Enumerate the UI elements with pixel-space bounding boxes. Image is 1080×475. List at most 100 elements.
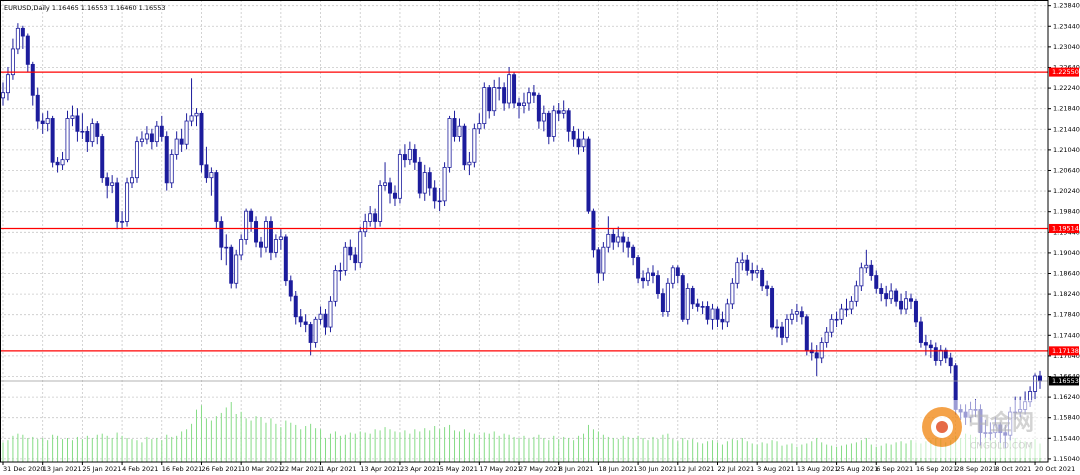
candle-body (913, 300, 918, 323)
candle-body (30, 63, 35, 96)
x-tick-label: 25 Jan 2021 (82, 465, 121, 473)
candle-layer (0, 23, 1043, 449)
candle-body (174, 138, 179, 155)
candle-body (55, 161, 60, 166)
candle-body (244, 210, 249, 240)
candle-body (144, 133, 149, 140)
candle-body (879, 288, 884, 294)
candle-body (735, 262, 740, 284)
x-tick-label: 30 Jun 2021 (638, 465, 677, 473)
candle-body (1033, 375, 1038, 392)
candle-body (308, 324, 313, 343)
candle-body (169, 154, 174, 184)
candle-body (219, 221, 224, 248)
candle-body (596, 249, 601, 274)
candle-body (318, 313, 323, 320)
candle-body (918, 321, 923, 343)
candle-body (90, 123, 95, 143)
candle-body (770, 288, 775, 328)
candle-body (50, 118, 55, 163)
candle-body (353, 254, 358, 264)
candle-body (809, 349, 814, 354)
candle-body (125, 182, 130, 222)
x-tick-label: 31 Dec 2020 (3, 465, 45, 473)
candle-body (541, 112, 546, 122)
candle-body (164, 136, 169, 184)
candle-body (467, 161, 472, 166)
candle-body (417, 161, 422, 194)
candle-body (229, 246, 234, 284)
y-tick-label: 1.22640 (1053, 63, 1080, 71)
y-tick-label: 1.17040 (1053, 352, 1080, 360)
candle-body (452, 118, 457, 137)
candle-body (85, 130, 90, 143)
candle-body (427, 172, 432, 189)
candle-body (695, 303, 700, 307)
candle-body (343, 246, 348, 271)
x-tick-label: 10 Mar 2021 (241, 465, 282, 473)
candle-body (814, 352, 819, 359)
candle-body (254, 221, 259, 243)
y-tick-label: 1.15440 (1053, 434, 1080, 442)
candle-body (631, 246, 636, 258)
level-label-bg (1049, 223, 1079, 233)
candle-body (680, 275, 685, 320)
x-tick-label: 18 Jun 2021 (598, 465, 637, 473)
y-tick-label: 1.23040 (1053, 43, 1080, 51)
candle-body (517, 102, 522, 106)
candle-body (35, 94, 40, 122)
candle-body (134, 141, 139, 179)
candle-body (899, 300, 904, 310)
x-tick-label: 13 Apr 2021 (360, 465, 400, 473)
candle-body (298, 316, 303, 323)
candle-body (606, 233, 611, 248)
candle-body (358, 231, 363, 264)
candle-body (313, 318, 318, 343)
candle-body (120, 221, 125, 223)
x-tick-label: 3 Aug 2021 (757, 465, 795, 473)
candle-body (760, 270, 765, 287)
x-tick-label: 17 May 2021 (479, 465, 521, 473)
x-tick-label: 25 Aug 2021 (837, 465, 879, 473)
candle-body (720, 318, 725, 323)
y-tick-label: 1.21840 (1053, 105, 1080, 113)
candle-body (745, 259, 750, 271)
candle-body (705, 306, 710, 320)
candle-body (184, 120, 189, 145)
candle-body (293, 295, 298, 318)
candle-body (864, 264, 869, 269)
candle-body (586, 138, 591, 212)
candle-body (730, 282, 735, 305)
y-tick-label: 1.19840 (1053, 208, 1080, 216)
candle-body (685, 288, 690, 320)
candle-body (521, 102, 526, 106)
candle-body (20, 27, 25, 37)
candle-body (378, 185, 383, 222)
y-tick-label: 1.15040 (1053, 455, 1080, 463)
level-label: 1.22550 (1052, 68, 1079, 76)
candle-body (1038, 375, 1043, 382)
candle-body (412, 148, 417, 163)
x-tick-label: 16 Sep 2021 (916, 465, 957, 473)
candle-body (234, 254, 239, 284)
candle-body (502, 87, 507, 104)
y-tick-label: 1.23840 (1053, 2, 1080, 10)
candle-body (422, 172, 427, 194)
candle-body (368, 213, 373, 222)
x-tick-label: 5 May 2021 (440, 465, 478, 473)
x-tick-label: 4 Feb 2021 (122, 465, 158, 473)
candle-body (740, 259, 745, 264)
candle-body (536, 94, 541, 122)
candle-body (80, 130, 85, 133)
candle-body (779, 326, 784, 338)
x-tick-label: 8 Oct 2021 (995, 465, 1031, 473)
candle-body (621, 236, 626, 243)
candle-body (60, 159, 65, 166)
candle-body (115, 182, 120, 222)
candle-body (829, 318, 834, 333)
candle-body (75, 115, 80, 132)
watermark-logo-core (936, 421, 948, 433)
candle-body (725, 303, 730, 323)
candle-body (923, 342, 928, 346)
